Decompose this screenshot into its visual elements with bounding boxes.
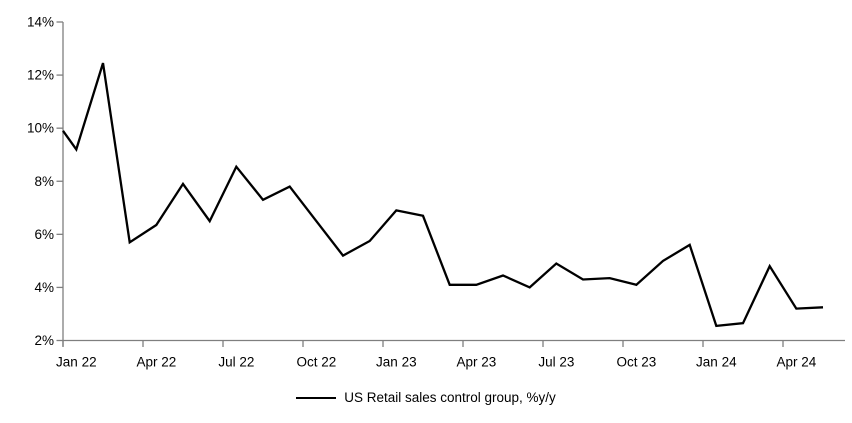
data-line [62,62,824,328]
y-tick-label: 12% [27,68,54,83]
legend-line-marker [296,396,337,399]
x-tick-label: Apr 24 [776,355,816,370]
y-tick-label: 8% [34,174,54,189]
x-tick-label: Apr 23 [456,355,496,370]
line-chart-svg: 2% 4% 6% 8% 10% 12% 14% Jan 22 Apr 22 Jul 22 Oct 2… [27,15,845,370]
x-tick-label: Oct 23 [616,355,656,370]
y-tick-label: 2% [34,333,54,348]
legend-label: US Retail sales control group, %y/y [344,390,556,405]
y-tick-label: 4% [34,280,54,295]
x-tick-label: Jul 22 [218,355,254,370]
x-tick-label: Jan 22 [56,355,97,370]
y-tick-label: 10% [27,121,54,136]
x-tick-label: Jul 23 [538,355,574,370]
y-tick-label: 6% [34,227,54,242]
x-tick-label: Jan 23 [376,355,417,370]
x-tick-label: Oct 22 [296,355,336,370]
y-tick-label: 14% [27,15,54,30]
x-tick-label: Jan 24 [696,355,737,370]
legend: US Retail sales control group, %y/y [0,390,852,405]
x-tick-label: Apr 22 [136,355,176,370]
